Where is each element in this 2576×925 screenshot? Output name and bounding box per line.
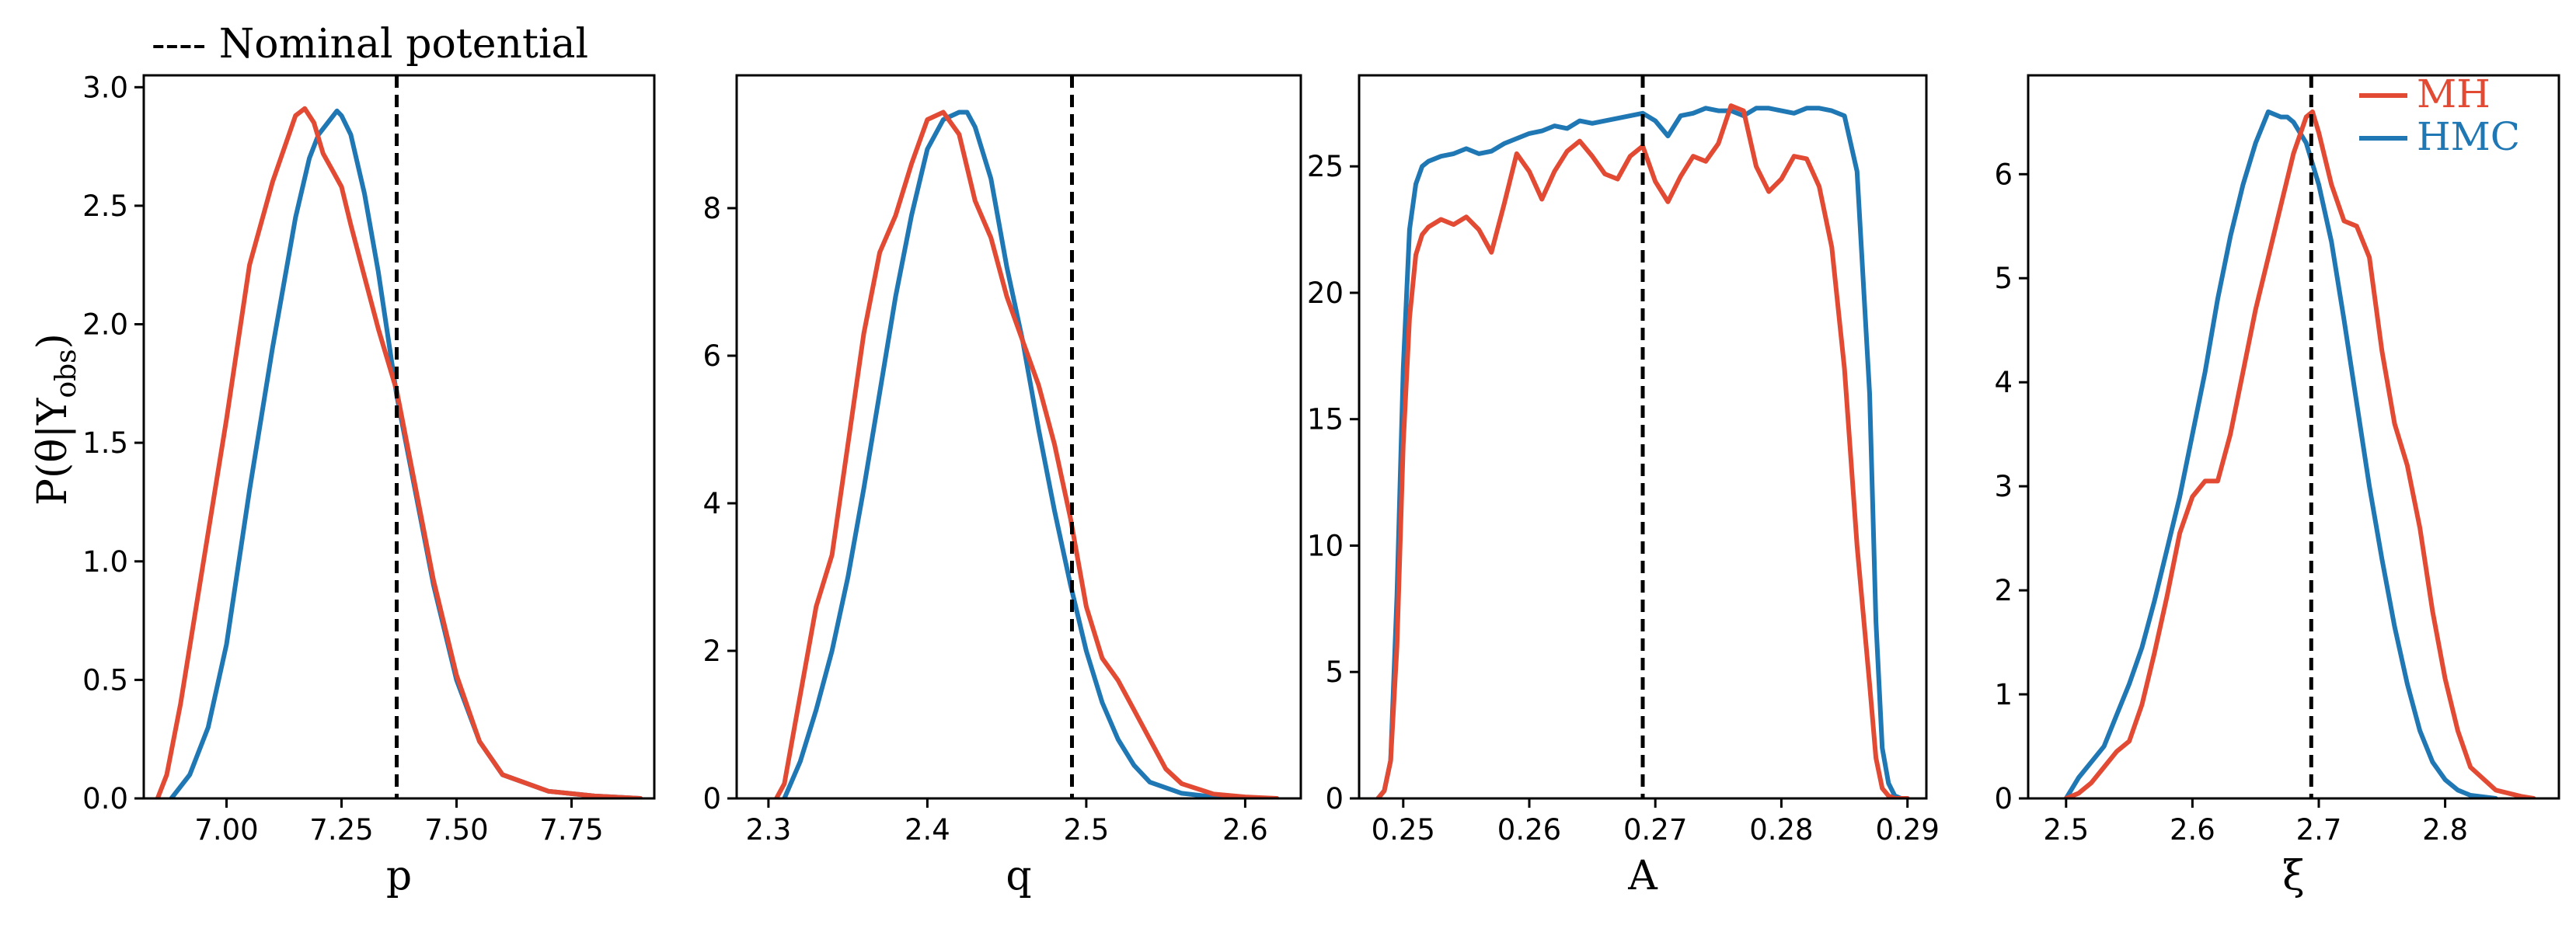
legend-label-mh: MH — [2417, 71, 2491, 116]
series-line-hmc-a — [1375, 106, 1910, 798]
series-line-hmc-q — [782, 110, 1248, 798]
x-tick-label-q: 2.4 — [905, 813, 950, 847]
y-tick-label-a: 15 — [1307, 403, 1344, 436]
plot-frame-xi — [2027, 74, 2560, 800]
x-tick-label-p: 7.50 — [424, 813, 488, 847]
y-tick-label-xi: 2 — [1994, 574, 2013, 607]
plot-frame-q — [735, 74, 1302, 800]
series-line-hmc-p — [169, 108, 643, 798]
panels: 7.00 7.25 7.50 7.75 0.0 0.5 1.0 1.5 2.0 2.5 3.0 p 2.… — [82, 71, 2560, 899]
y-tick-label-p: 0.0 — [82, 782, 128, 815]
x-tick-label-q: 2.5 — [1063, 813, 1109, 847]
x-tick-label-xi: 2.8 — [2422, 813, 2468, 847]
y-tick-label-q: 8 — [702, 192, 721, 225]
y-tick-label-a: 5 — [1325, 655, 1344, 689]
y-tick-label-q: 6 — [702, 339, 721, 373]
y-tick-label-p: 1.5 — [82, 426, 128, 460]
plot-frame-p — [142, 74, 656, 800]
y-axis-label-subscript: obs — [51, 349, 82, 398]
x-tick-label-a: 0.27 — [1623, 813, 1687, 847]
y-tick-label-a: 0 — [1325, 782, 1344, 815]
series-line-hmc-xi — [2063, 109, 2498, 798]
series-line-mh-q — [774, 110, 1280, 798]
x-tick-label-xi: 2.5 — [2043, 813, 2089, 847]
panel-p: 7.00 7.25 7.50 7.75 0.0 0.5 1.0 1.5 2.0 2.5 3.0 p — [82, 71, 656, 899]
x-axis-label-a: A — [1627, 853, 1658, 899]
x-tick-label-xi: 2.7 — [2296, 813, 2342, 847]
x-tick-label-a: 0.26 — [1497, 813, 1561, 847]
panel-q: 2.3 2.4 2.5 2.6 0 2 4 6 8 q — [702, 74, 1302, 899]
y-tick-label-a: 10 — [1307, 530, 1344, 563]
y-tick-label-xi: 4 — [1994, 366, 2013, 399]
x-tick-label-a: 0.29 — [1876, 813, 1940, 847]
x-tick-label-p: 7.75 — [539, 813, 603, 847]
y-axis-label-main: P(θ|Y — [30, 398, 76, 506]
panel-a: 0.25 0.26 0.27 0.28 0.29 0 5 10 15 20 25 A — [1307, 74, 1940, 899]
y-tick-label-q: 2 — [702, 635, 721, 668]
panel-xi: 2.5 2.6 2.7 2.8 0 1 2 3 4 5 6 ξ — [1994, 74, 2560, 899]
y-tick-label-q: 4 — [702, 487, 721, 520]
y-tick-label-xi: 1 — [1994, 678, 2013, 711]
x-axis-label-p: p — [386, 853, 412, 899]
y-tick-label-p: 3.0 — [82, 71, 128, 104]
y-tick-label-xi: 5 — [1994, 262, 2013, 295]
series-line-mh-p — [155, 106, 643, 798]
series-line-mh-xi — [2063, 109, 2536, 798]
x-tick-label-a: 0.28 — [1749, 813, 1813, 847]
x-axis-label-q: q — [1006, 853, 1031, 899]
plot-frame-a — [1358, 74, 1928, 800]
y-tick-label-p: 0.5 — [82, 663, 128, 697]
y-tick-label-p: 2.5 — [82, 190, 128, 223]
y-tick-label-a: 25 — [1307, 150, 1344, 183]
x-tick-label-xi: 2.6 — [2170, 813, 2215, 847]
nominal-potential-note: ---- Nominal potential — [152, 21, 588, 68]
x-tick-label-a: 0.25 — [1372, 813, 1435, 847]
x-tick-label-q: 2.6 — [1222, 813, 1268, 847]
x-tick-label-p: 7.00 — [194, 813, 258, 847]
legend: MH HMC — [2359, 71, 2520, 159]
legend-label-hmc: HMC — [2417, 114, 2520, 159]
x-tick-label-p: 7.25 — [309, 813, 373, 847]
y-axis-label: P(θ|Yobs) — [30, 333, 82, 506]
y-tick-label-q: 0 — [702, 782, 721, 815]
y-axis-label-close: ) — [30, 333, 76, 349]
x-tick-label-q: 2.3 — [745, 813, 791, 847]
series-line-mh-a — [1375, 103, 1910, 798]
y-tick-label-p: 2.0 — [82, 308, 128, 342]
y-tick-label-p: 1.0 — [82, 545, 128, 579]
y-tick-label-xi: 6 — [1994, 158, 2013, 191]
y-tick-label-xi: 0 — [1994, 782, 2013, 815]
y-tick-label-xi: 3 — [1994, 470, 2013, 503]
y-tick-label-a: 20 — [1307, 276, 1344, 310]
x-axis-label-xi: ξ — [2282, 853, 2305, 899]
